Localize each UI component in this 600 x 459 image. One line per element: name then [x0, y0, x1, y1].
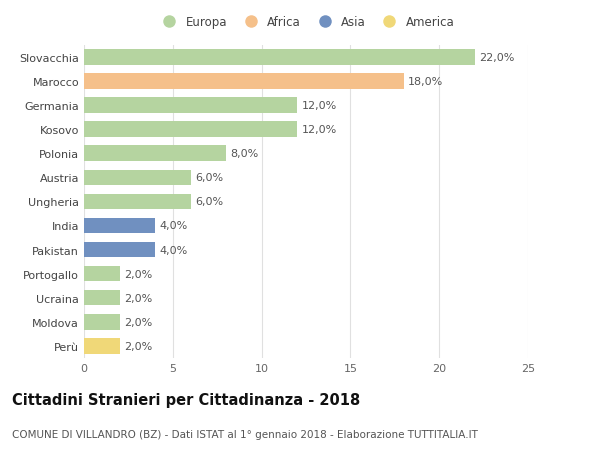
Bar	[84, 218, 155, 234]
Text: 6,0%: 6,0%	[195, 197, 223, 207]
Bar	[84, 122, 297, 138]
Text: COMUNE DI VILLANDRO (BZ) - Dati ISTAT al 1° gennaio 2018 - Elaborazione TUTTITAL: COMUNE DI VILLANDRO (BZ) - Dati ISTAT al…	[12, 429, 478, 439]
Text: 2,0%: 2,0%	[124, 269, 152, 279]
Text: 2,0%: 2,0%	[124, 317, 152, 327]
Bar	[84, 266, 119, 282]
Bar	[84, 290, 119, 306]
Text: 2,0%: 2,0%	[124, 341, 152, 351]
Text: 8,0%: 8,0%	[230, 149, 259, 159]
Bar	[84, 242, 155, 258]
Text: 2,0%: 2,0%	[124, 293, 152, 303]
Text: 4,0%: 4,0%	[160, 221, 188, 231]
Bar	[84, 338, 119, 354]
Text: 22,0%: 22,0%	[479, 53, 515, 63]
Text: 12,0%: 12,0%	[302, 101, 337, 111]
Bar	[84, 194, 191, 210]
Bar	[84, 74, 404, 90]
Text: 18,0%: 18,0%	[408, 77, 443, 87]
Text: 12,0%: 12,0%	[302, 125, 337, 135]
Text: 4,0%: 4,0%	[160, 245, 188, 255]
Bar	[84, 146, 226, 162]
Bar	[84, 170, 191, 186]
Bar	[84, 314, 119, 330]
Bar	[84, 50, 475, 66]
Text: 6,0%: 6,0%	[195, 173, 223, 183]
Legend: Europa, Africa, Asia, America: Europa, Africa, Asia, America	[152, 11, 460, 34]
Text: Cittadini Stranieri per Cittadinanza - 2018: Cittadini Stranieri per Cittadinanza - 2…	[12, 392, 360, 408]
Bar	[84, 98, 297, 114]
